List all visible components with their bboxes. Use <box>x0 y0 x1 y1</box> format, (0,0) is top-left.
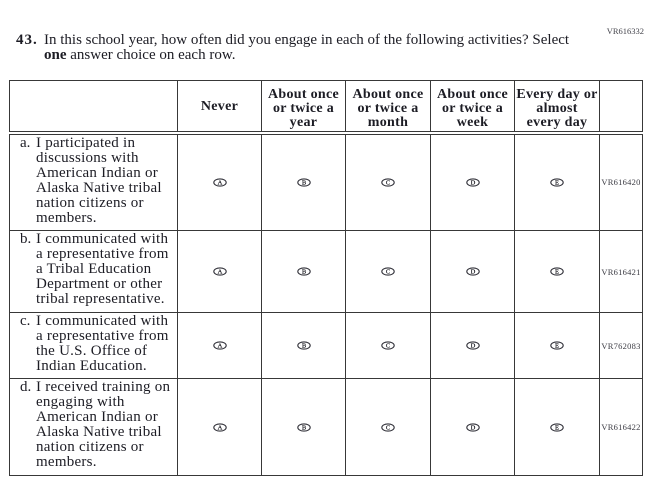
svg-text:A: A <box>217 269 222 276</box>
svg-text:B: B <box>301 269 306 276</box>
svg-text:B: B <box>301 179 306 186</box>
svg-text:D: D <box>470 343 475 350</box>
svg-text:A: A <box>217 179 222 186</box>
svg-text:D: D <box>470 269 475 276</box>
svg-text:E: E <box>555 343 559 350</box>
svg-text:E: E <box>555 269 559 276</box>
svg-text:C: C <box>386 269 390 276</box>
svg-text:E: E <box>555 179 559 186</box>
svg-text:E: E <box>555 424 559 431</box>
svg-text:B: B <box>301 424 306 431</box>
svg-text:C: C <box>386 179 390 186</box>
svg-text:D: D <box>470 424 475 431</box>
svg-text:A: A <box>217 343 222 350</box>
svg-text:C: C <box>386 424 390 431</box>
svg-text:B: B <box>301 343 306 350</box>
svg-text:C: C <box>386 343 390 350</box>
svg-text:A: A <box>217 424 222 431</box>
svg-text:D: D <box>470 179 475 186</box>
